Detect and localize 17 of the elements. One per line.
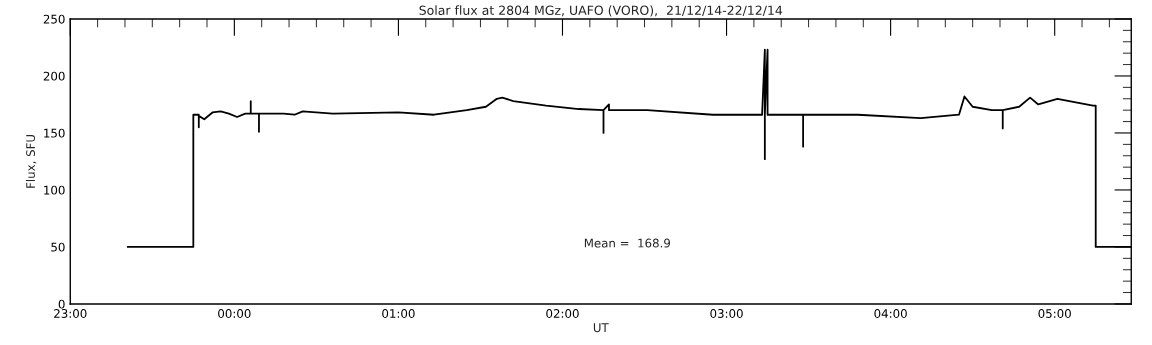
annotation: Mean = 168.9 <box>584 238 671 248</box>
y-tick-label: 0 <box>58 299 65 309</box>
x-tick-label: 04:00 <box>874 309 907 318</box>
chart-title: Solar flux at 2804 MGz, UAFO (VORO), 21/12/14-22/12/14 <box>419 5 783 17</box>
x-tick-label: 05:00 <box>1038 309 1071 318</box>
x-tick-label: 03:00 <box>710 309 743 318</box>
x-tick-label: 02:00 <box>546 309 579 318</box>
y-tick-label: 200 <box>43 71 65 81</box>
y-axis-title: Flux, SFU <box>25 135 37 188</box>
y-tick-label: 50 <box>51 242 65 252</box>
y-tick-label: 100 <box>44 185 65 195</box>
x-tick-label: 00:00 <box>218 309 251 318</box>
x-tick-label: 23:00 <box>54 309 87 318</box>
x-axis-title: UT <box>593 323 609 333</box>
x-tick-label: 01:00 <box>382 309 415 318</box>
y-tick-label: 150 <box>44 128 65 138</box>
y-tick-label: 250 <box>43 14 65 24</box>
